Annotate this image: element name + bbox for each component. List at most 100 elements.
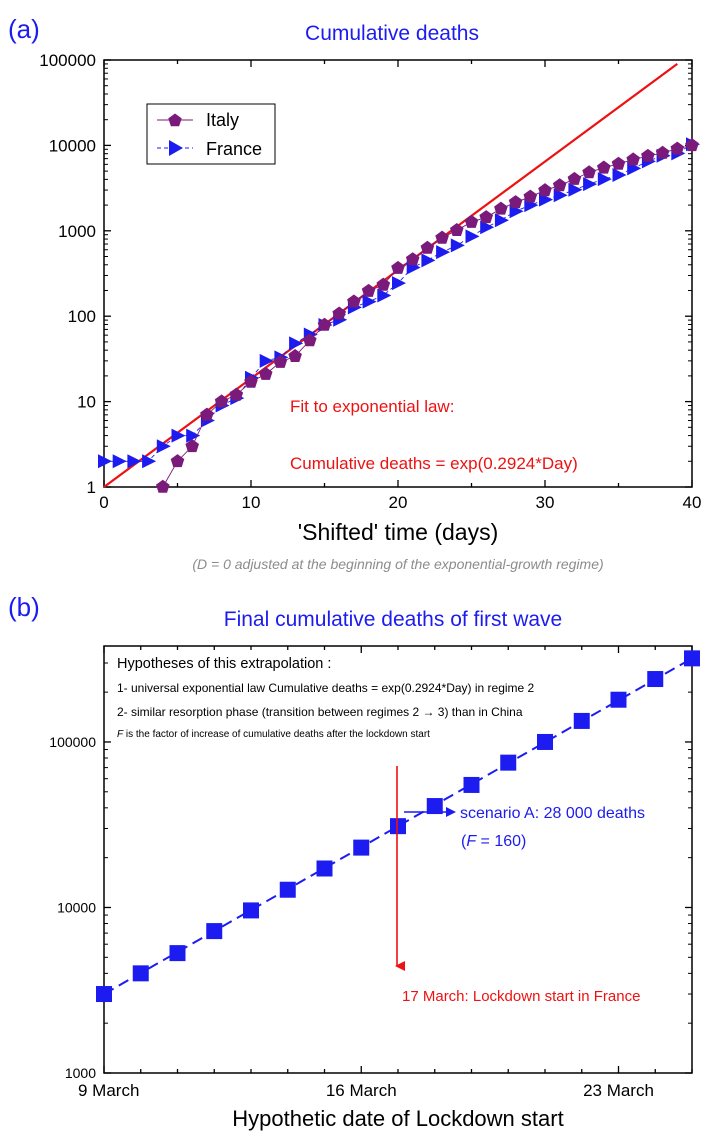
panel-a-title: Cumulative deaths [305,22,479,45]
projection-point [390,818,406,835]
panel-b: (b) Final cumulative deaths of first wav… [8,592,700,1131]
panel-a-y-axis: 1 10 100 1000 10000 100000 [39,51,692,497]
france-point [436,245,451,260]
italy-point [273,354,288,368]
italy-point [288,349,302,362]
italy-point [435,230,449,244]
italy-point [376,277,391,291]
panel-a-legend: Italy France [146,103,276,165]
x-tick-label: 16 March [326,1081,397,1100]
projection-point [426,798,443,815]
panel-a-x-axis: 0 10 20 30 40 [99,60,701,512]
scenario-factor: (F = 160) [461,833,526,850]
panel-a: (a) Cumulative deaths 110100100010000100… [8,14,701,572]
panel-b-title: Final cumulative deaths of first wave [224,608,562,631]
panel-a-caption: (D = 0 adjusted at the beginning of the … [192,556,603,572]
italy-point [170,454,185,468]
france-point [156,439,171,454]
projection-point [169,945,186,962]
scenario-factor-open: ( [461,833,467,850]
france-point [421,253,436,268]
projection-point [500,754,517,771]
italy-point [626,152,640,166]
italy-point [494,201,508,215]
france-point [597,172,612,187]
y-tick-label: 100000 [39,51,96,70]
projection-point [316,860,333,877]
x-tick-label: 0 [99,493,108,512]
france-point [612,167,627,182]
legend-france-marker [169,140,183,156]
italy-point [332,306,346,320]
italy-point [229,387,244,401]
france-point [377,288,392,303]
italy-point [200,407,214,421]
projection-line [103,657,693,995]
italy-point [214,394,229,408]
scenario-label: scenario A: 28 000 deaths [460,805,645,822]
italy-point [244,374,258,388]
fit-annotation-title: Fit to exponential law: [290,397,454,416]
france-point [171,428,186,443]
hypotheses-box: Hypotheses of this extrapolation : 1- un… [117,656,535,740]
italy-series [156,138,699,493]
italy-point [582,165,596,179]
hypothesis-2: 2- similar resorption phase (transition … [117,705,523,719]
italy-point [552,178,567,192]
projection-point [573,712,590,729]
y-tick-label: 10000 [49,136,96,155]
legend-box [146,103,276,165]
italy-point [405,252,420,266]
italy-point [567,171,582,185]
france-point [494,213,509,228]
panel-a-label: (a) [8,14,40,44]
france-series [98,137,700,469]
panel-b-y-axis: 1000 10000 100000 [49,662,692,1081]
france-point [450,238,465,253]
france-point [392,276,406,291]
y-tick-label: 1000 [65,1065,96,1081]
france-point [289,336,304,351]
x-tick-label: 40 [683,493,702,512]
projection-point [684,650,700,667]
projection-point [132,965,149,982]
italy-point [258,366,273,380]
exponential-fit-line [103,63,678,488]
panel-a-x-label: 'Shifted' time (days) [298,519,499,545]
legend-italy-marker [168,113,182,127]
italy-point [347,294,361,308]
projection-series [96,650,700,1003]
legend-italy-label: Italy [206,110,239,130]
y-tick-label: 1000 [58,222,96,241]
scenario-factor-value: = 160) [476,833,526,850]
factor-description: is the factor of increase of cumulative … [123,729,430,740]
y-tick-label: 100000 [49,734,96,750]
panel-b-x-axis: 9 March 16 March 23 March [78,646,693,1100]
france-point [583,177,598,192]
france-point [480,220,495,235]
projection-point [279,881,296,898]
projection-point [206,923,223,940]
x-tick-label: 9 March [78,1081,139,1100]
projection-point [353,839,370,856]
france-point [127,454,142,469]
lockdown-label: 17 March: Lockdown start in France [402,988,640,1005]
hypothesis-1: 1- universal exponential law Cumulative … [117,681,535,695]
france-point [112,454,127,469]
x-tick-label: 10 [242,493,261,512]
projection-point [96,986,112,1003]
italy-point [597,160,611,174]
hypothesis-3: F is the factor of increase of cumulativ… [117,729,430,740]
france-point [98,454,112,469]
hypotheses-title: Hypotheses of this extrapolation : [117,656,331,672]
panel-b-x-label: Hypothetic date of Lockdown start [232,1106,563,1131]
x-tick-label: 30 [536,493,555,512]
y-tick-label: 100 [68,307,96,326]
italy-point [450,223,464,236]
france-point [362,294,377,309]
italy-point [317,317,332,331]
italy-point [611,156,626,170]
france-point [142,454,157,469]
projection-point [647,671,664,688]
